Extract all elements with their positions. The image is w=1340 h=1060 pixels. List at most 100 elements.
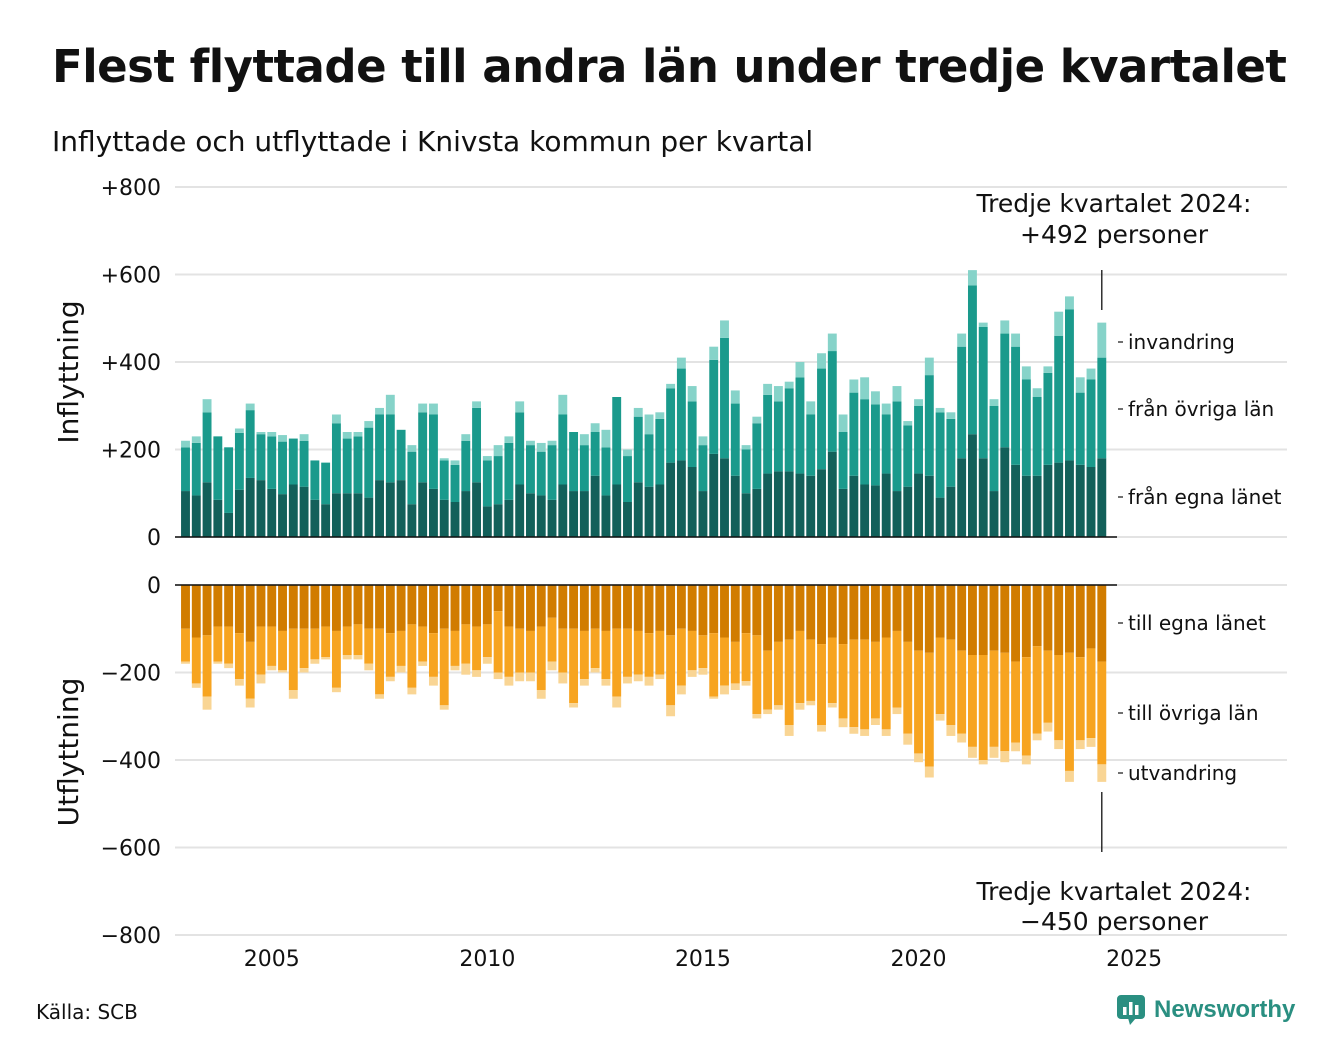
out-bar-utvandring [590,668,600,673]
out-bar-till-egna-länet [838,585,848,645]
out-bar-till-övriga-län [515,628,525,673]
out-bar-till-egna-länet [234,585,244,634]
in-bar-från-egna-länet [623,502,632,537]
out-bar-till-övriga-län [191,637,201,684]
in-bar-från-egna-länet [428,488,438,537]
in-bar-invandring [536,442,546,452]
in-annotation-title: Tredje kvartalet 2024: [976,189,1252,218]
out-bar-till-övriga-län [396,630,406,666]
in-bar-invandring [504,436,514,443]
out-bar-till-egna-länet [472,585,482,627]
in-bar-invandring [687,386,697,402]
in-bar-invandring [202,399,212,413]
out-bar-till-egna-länet [730,585,740,642]
in-bar-från-övriga-län [439,460,449,500]
newsworthy-logo[interactable]: Newsworthy [1116,994,1295,1026]
in-axis-label: Inflyttning [52,300,85,443]
in-bar-från-övriga-län [267,436,277,489]
in-bar-från-egna-länet [461,491,471,537]
out-bar-till-övriga-län [720,637,729,686]
out-bar-till-egna-länet [558,585,568,629]
in-bar-från-egna-länet [644,486,654,537]
in-bar-invandring [472,401,482,408]
out-bar-till-övriga-län [612,628,622,697]
in-bar-från-egna-länet [806,475,816,537]
in-bar-från-övriga-län [967,285,977,435]
in-bar-invandring [299,434,309,441]
out-bar-utvandring [1075,740,1085,750]
out-bar-utvandring [1011,742,1021,752]
out-bar-till-övriga-län [676,628,686,686]
out-bar-till-övriga-län [623,628,632,677]
in-bar-från-egna-länet [978,458,988,537]
out-bar-till-övriga-län [730,641,740,684]
in-bar-från-egna-länet [202,482,212,537]
in-bar-från-övriga-län [278,441,287,495]
in-bar-invandring [245,403,255,411]
out-bar-till-övriga-län [763,650,773,710]
out-bar-till-egna-länet [806,585,816,640]
in-bar-från-egna-länet [385,482,395,537]
out-bar-till-egna-länet [698,585,708,636]
out-bar-till-egna-länet [1043,585,1053,651]
in-bar-invandring [428,403,438,415]
out-bar-utvandring [234,679,244,686]
out-bar-till-övriga-län [364,628,374,664]
out-bar-utvandring [612,696,622,708]
out-ytick-label: −600 [101,837,161,862]
in-bar-från-övriga-län [633,416,643,483]
in-bar-invandring [860,377,870,400]
in-bar-från-övriga-län [676,368,686,461]
in-bar-från-egna-länet [601,495,611,537]
in-bar-från-övriga-län [569,432,579,492]
out-bar-till-egna-länet [924,585,934,653]
in-bar-från-övriga-län [838,432,848,489]
out-bar-till-övriga-län [418,626,428,662]
in-bar-från-egna-länet [1086,467,1096,537]
out-bar-utvandring [418,661,428,666]
out-bar-utvandring [504,676,514,686]
out-bar-till-egna-länet [989,585,999,651]
out-bar-till-egna-länet [655,585,665,631]
out-bar-till-övriga-län [450,630,460,666]
in-bar-invandring [407,445,417,452]
in-bar-från-egna-länet [407,504,417,537]
out-bar-till-övriga-län [590,628,600,669]
out-bar-utvandring [838,718,848,728]
out-bar-utvandring [720,685,729,695]
out-bar-utvandring [817,725,826,732]
out-bar-till-egna-länet [407,585,417,625]
out-bar-till-övriga-län [924,652,934,767]
in-bar-från-egna-länet [331,493,341,537]
in-bar-invandring [1000,320,1010,334]
in-bar-invandring [773,386,783,402]
in-bar-från-övriga-län [450,464,460,502]
out-bar-utvandring [288,690,298,699]
in-bar-invandring [461,434,471,441]
out-bar-till-egna-länet [428,585,438,634]
in-bar-från-egna-länet [579,491,589,537]
in-bar-från-övriga-län [1065,309,1074,461]
out-annotation-title: Tredje kvartalet 2024: [976,877,1252,906]
out-bar-till-egna-länet [181,585,190,629]
in-bar-från-övriga-län [881,414,891,474]
in-bar-från-egna-länet [472,482,482,537]
in-bar-från-egna-länet [666,462,676,537]
out-bar-till-övriga-län [838,644,848,719]
x-tick-label: 2015 [675,947,731,972]
out-bar-till-övriga-län [633,630,643,675]
out-bar-till-egna-länet [1065,585,1074,653]
out-bar-till-egna-länet [914,585,923,651]
out-bar-utvandring [924,766,934,778]
in-bar-från-övriga-län [870,404,880,486]
out-bar-utvandring [795,703,805,710]
in-bar-från-egna-länet [1032,475,1042,537]
out-bar-utvandring [439,705,449,710]
in-bar-invandring [515,401,525,413]
out-bar-till-övriga-län [342,626,352,655]
in-bar-invandring [806,401,816,415]
in-bar-från-egna-länet [245,477,255,537]
out-bar-utvandring [1065,770,1074,782]
in-bar-invandring [666,383,676,389]
out-bar-till-egna-länet [482,585,492,625]
